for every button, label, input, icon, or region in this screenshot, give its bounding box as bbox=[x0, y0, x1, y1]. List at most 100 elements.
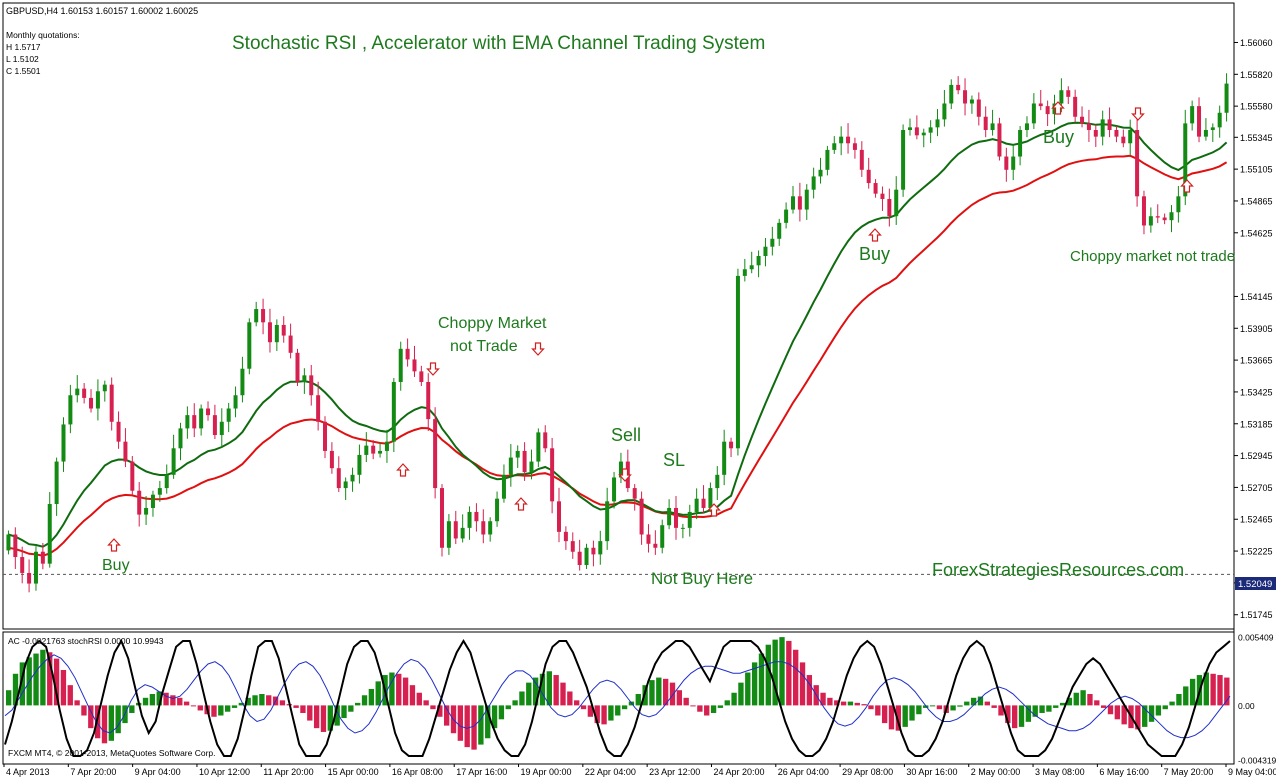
candle-body bbox=[673, 507, 678, 528]
ac-bar bbox=[259, 694, 265, 706]
ac-bar bbox=[443, 705, 450, 726]
annotation-buy-3: Buy bbox=[1043, 127, 1074, 147]
ac-bar bbox=[875, 705, 881, 716]
candle-body bbox=[997, 123, 1002, 157]
candle-body bbox=[329, 450, 334, 469]
candle-body bbox=[309, 375, 314, 396]
ac-bar bbox=[1046, 705, 1052, 712]
ac-bar bbox=[574, 700, 580, 706]
ac-bar bbox=[704, 705, 710, 716]
candle-body bbox=[68, 395, 73, 425]
candle-body bbox=[1217, 112, 1222, 128]
ac-bar bbox=[300, 705, 306, 713]
annotation-sl: SL bbox=[663, 450, 685, 470]
candle-body bbox=[1121, 136, 1126, 144]
candle-body bbox=[364, 445, 369, 455]
candle-body bbox=[247, 322, 252, 369]
candle-body bbox=[219, 421, 224, 436]
candle-body bbox=[522, 450, 527, 473]
candle-body bbox=[1073, 96, 1078, 117]
candle-body bbox=[150, 494, 155, 508]
price-tick-label: 1.55105 bbox=[1240, 165, 1273, 175]
ac-bar bbox=[190, 705, 197, 707]
chart-title: Stochastic RSI , Accelerator with EMA Ch… bbox=[232, 33, 765, 54]
candle-body bbox=[687, 511, 692, 528]
price-tick-label: 1.54145 bbox=[1240, 292, 1273, 302]
candle-body bbox=[777, 222, 782, 239]
ac-bar bbox=[1087, 694, 1093, 706]
candle-body bbox=[887, 198, 892, 217]
candle-body bbox=[123, 441, 128, 462]
price-tick-label: 1.56060 bbox=[1240, 38, 1273, 48]
candle-body bbox=[405, 348, 410, 360]
ac-bar bbox=[1066, 697, 1073, 706]
ac-bar bbox=[881, 705, 888, 724]
candle-body bbox=[756, 255, 761, 266]
candle-body bbox=[894, 189, 899, 217]
candle-body bbox=[391, 381, 396, 442]
candle-body bbox=[653, 543, 658, 548]
buy-arrow-icon bbox=[514, 497, 528, 511]
ac-bar bbox=[389, 672, 395, 706]
candle-body bbox=[157, 488, 162, 495]
ac-bar bbox=[1107, 705, 1114, 715]
candle-body bbox=[1135, 130, 1140, 197]
ac-bar bbox=[341, 705, 347, 719]
ac-bar bbox=[1059, 702, 1066, 706]
candle-body bbox=[212, 415, 217, 436]
ac-bar bbox=[67, 685, 73, 706]
candle-body bbox=[1066, 90, 1071, 97]
ac-bar bbox=[1176, 694, 1182, 706]
time-tick-label: 26 Apr 04:00 bbox=[778, 767, 829, 777]
ema-channel bbox=[8, 121, 1228, 557]
ac-bar bbox=[1039, 705, 1045, 713]
price-panel bbox=[2, 2, 1235, 630]
candle-body bbox=[336, 468, 341, 489]
candle-body bbox=[667, 507, 672, 526]
monthly-high: H 1.5717 bbox=[6, 42, 41, 52]
time-tick-label: 30 Apr 16:00 bbox=[906, 767, 957, 777]
time-tick-label: 23 Apr 12:00 bbox=[649, 767, 700, 777]
ac-bar bbox=[1203, 672, 1209, 706]
ac-bar bbox=[793, 649, 799, 706]
candle-body bbox=[749, 265, 754, 270]
ac-bar bbox=[108, 705, 114, 741]
ac-bar bbox=[252, 695, 258, 706]
ac-bar bbox=[587, 705, 594, 717]
indicator-axis: 0.005409 0.00 -0.004319 bbox=[1238, 633, 1276, 766]
annotation-buy-1: Buy bbox=[102, 557, 130, 574]
ac-bar bbox=[1217, 675, 1223, 706]
candle-body bbox=[130, 461, 135, 491]
indicator-tick-label: 0.005409 bbox=[1238, 633, 1274, 643]
ac-bar bbox=[1012, 705, 1018, 729]
candle-body bbox=[144, 507, 149, 515]
buy-arrow-icon bbox=[1051, 101, 1065, 115]
candle-body bbox=[797, 196, 802, 210]
candle-body bbox=[102, 384, 107, 392]
ac-bar bbox=[149, 694, 156, 706]
time-tick-label: 2 May 00:00 bbox=[971, 767, 1021, 777]
candle-body bbox=[40, 551, 45, 564]
ac-bar bbox=[348, 705, 354, 712]
candle-body bbox=[61, 424, 66, 462]
candle-body bbox=[763, 246, 768, 256]
candle-body bbox=[639, 498, 644, 535]
candle-body bbox=[584, 547, 589, 565]
candle-body bbox=[267, 322, 272, 343]
ac-bar bbox=[1094, 700, 1100, 706]
time-tick-label: 9 Apr 04:00 bbox=[135, 767, 181, 777]
ac-bar bbox=[320, 705, 327, 732]
ac-bar bbox=[649, 680, 655, 706]
ac-bar bbox=[177, 697, 183, 706]
annotation-sell: Sell bbox=[611, 425, 641, 445]
candle-body bbox=[990, 123, 995, 131]
indicator-label: AC -0.0021763 stochRSI 0.0000 10.9943 bbox=[8, 636, 164, 646]
ac-bar bbox=[334, 705, 340, 726]
ac-bar bbox=[115, 705, 121, 734]
time-tick-label: 29 Apr 08:00 bbox=[842, 767, 893, 777]
ac-bar bbox=[553, 675, 559, 706]
ac-bar bbox=[53, 658, 60, 706]
ac-bar bbox=[1121, 705, 1127, 725]
